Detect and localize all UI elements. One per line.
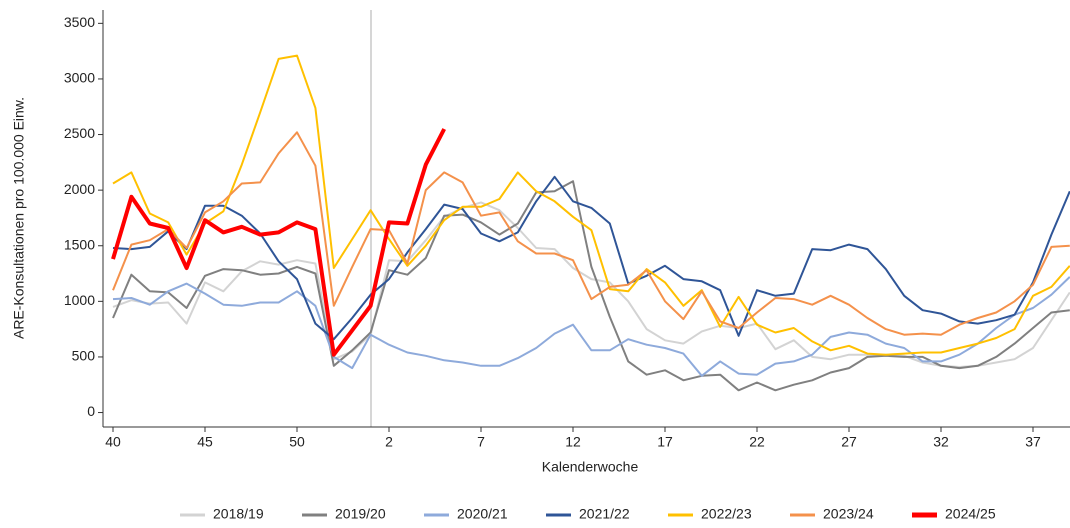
y-tick-label: 1000	[64, 292, 95, 308]
y-tick-label: 1500	[64, 236, 95, 252]
legend-label: 2021/22	[579, 506, 630, 522]
y-tick-label: 500	[72, 348, 96, 364]
series-line	[111, 128, 446, 357]
x-tick-label: 32	[933, 434, 949, 450]
x-tick-label: 22	[749, 434, 765, 450]
x-tick-label: 27	[841, 434, 857, 450]
x-tick-label: 17	[657, 434, 673, 450]
x-tick-label: 37	[1025, 434, 1041, 450]
x-tick-label: 45	[197, 434, 213, 450]
series-line	[112, 54, 1070, 356]
legend-label: 2020/21	[457, 506, 508, 522]
y-tick-label: 2500	[64, 125, 95, 141]
series-line	[112, 201, 1070, 368]
series-line	[112, 276, 1070, 377]
y-tick-label: 3500	[64, 14, 95, 30]
series-line	[112, 175, 1070, 341]
legend-label: 2024/25	[945, 506, 996, 522]
series-line	[112, 180, 1070, 392]
y-axis-label: ARE-Konsultationen pro 100.000 Einw.	[11, 97, 27, 339]
x-axis-label: Kalenderwoche	[542, 459, 639, 475]
y-tick-label: 0	[87, 403, 95, 419]
legend-label: 2023/24	[823, 506, 874, 522]
legend-label: 2018/19	[213, 506, 264, 522]
x-tick-label: 40	[105, 434, 121, 450]
x-tick-label: 50	[289, 434, 305, 450]
x-tick-label: 2	[385, 434, 393, 450]
x-tick-label: 7	[477, 434, 485, 450]
y-tick-label: 2000	[64, 181, 95, 197]
y-tick-label: 3000	[64, 70, 95, 86]
series-line	[112, 131, 1070, 336]
legend-label: 2019/20	[335, 506, 386, 522]
x-tick-label: 12	[565, 434, 581, 450]
legend-label: 2022/23	[701, 506, 752, 522]
